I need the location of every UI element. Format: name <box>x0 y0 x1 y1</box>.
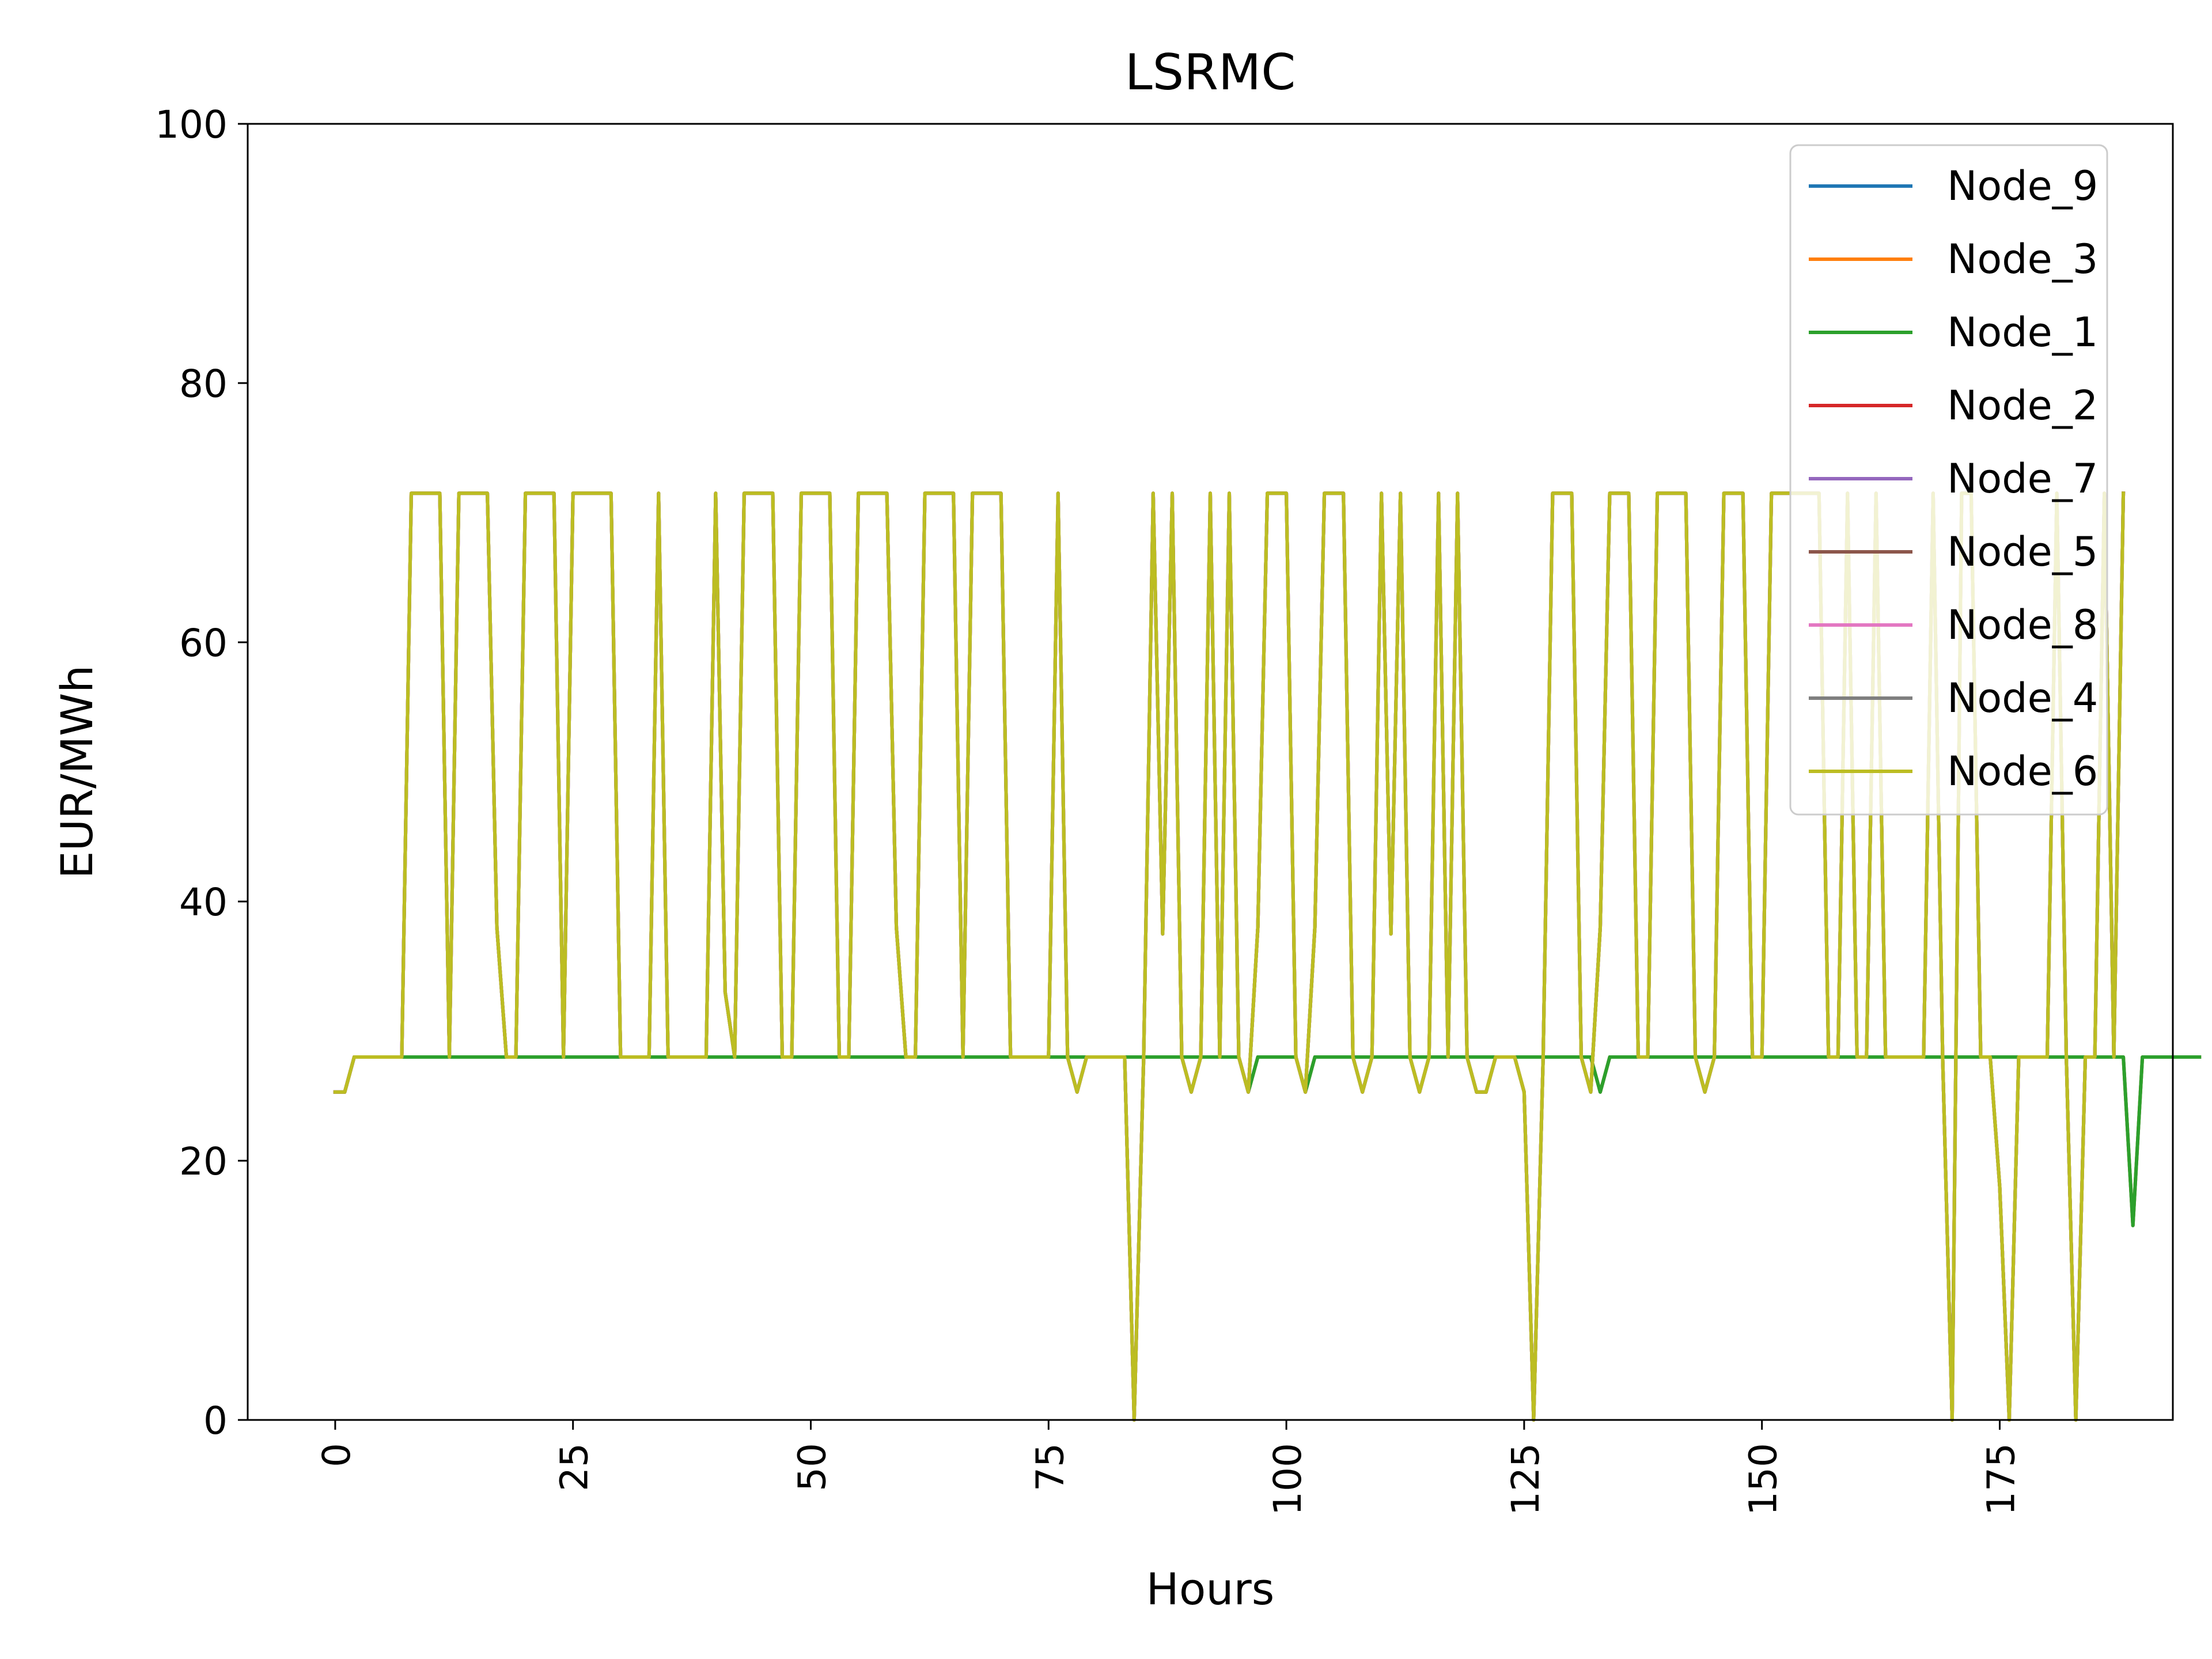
x-tick-label: 75 <box>1028 1443 1072 1491</box>
legend-label: Node_1 <box>1947 309 2098 356</box>
legend: Node_9 Node_3 Node_1 Node_2 Node_7 Node_5 Node… <box>1789 144 2108 816</box>
y-axis: 0 20 40 60 80 100 <box>155 103 248 1443</box>
legend-item: Node_6 <box>1809 748 2098 795</box>
legend-label: Node_7 <box>1947 455 2098 502</box>
x-axis: 0 25 50 75 100 125 150 175 <box>315 1420 2023 1516</box>
legend-item: Node_7 <box>1809 455 2098 502</box>
chart-title: LSRMC <box>1125 44 1296 101</box>
y-axis-label: EUR/MWh <box>51 665 103 879</box>
legend-item: Node_5 <box>1809 528 2098 575</box>
legend-label: Node_4 <box>1947 675 2098 722</box>
y-tick-label: 100 <box>155 103 228 147</box>
x-axis-label: Hours <box>1146 1563 1275 1615</box>
legend-label: Node_8 <box>1947 601 2098 649</box>
x-tick-label: 100 <box>1266 1443 1310 1516</box>
x-tick-label: 50 <box>790 1443 835 1491</box>
x-tick-label: 175 <box>1979 1443 2023 1516</box>
axes-frame <box>247 123 2174 1421</box>
y-tick-label: 0 <box>203 1399 228 1443</box>
x-tick-label: 25 <box>552 1443 597 1491</box>
x-tick-label: 0 <box>315 1443 359 1467</box>
y-tick-label: 80 <box>179 362 228 406</box>
y-tick-label: 20 <box>179 1139 228 1184</box>
series-line-node-6 <box>333 491 2126 1422</box>
y-tick-label: 60 <box>179 621 228 665</box>
y-tick-label: 40 <box>179 880 228 925</box>
series-layer <box>333 491 2202 1422</box>
legend-item: Node_2 <box>1809 382 2098 429</box>
legend-item: Node_3 <box>1809 236 2098 283</box>
legend-label: Node_2 <box>1947 382 2098 429</box>
x-tick-label: 125 <box>1503 1443 1548 1516</box>
legend-label: Node_5 <box>1947 528 2098 575</box>
legend-item: Node_9 <box>1809 162 2098 210</box>
x-tick-label: 150 <box>1741 1443 1786 1516</box>
legend-frame <box>1789 144 2108 816</box>
legend-item: Node_8 <box>1809 601 2098 649</box>
legend-label: Node_6 <box>1947 748 2098 795</box>
legend-item: Node_4 <box>1809 675 2098 722</box>
legend-label: Node_9 <box>1947 162 2098 210</box>
legend-item: Node_1 <box>1809 309 2098 356</box>
legend-label: Node_3 <box>1947 236 2098 283</box>
